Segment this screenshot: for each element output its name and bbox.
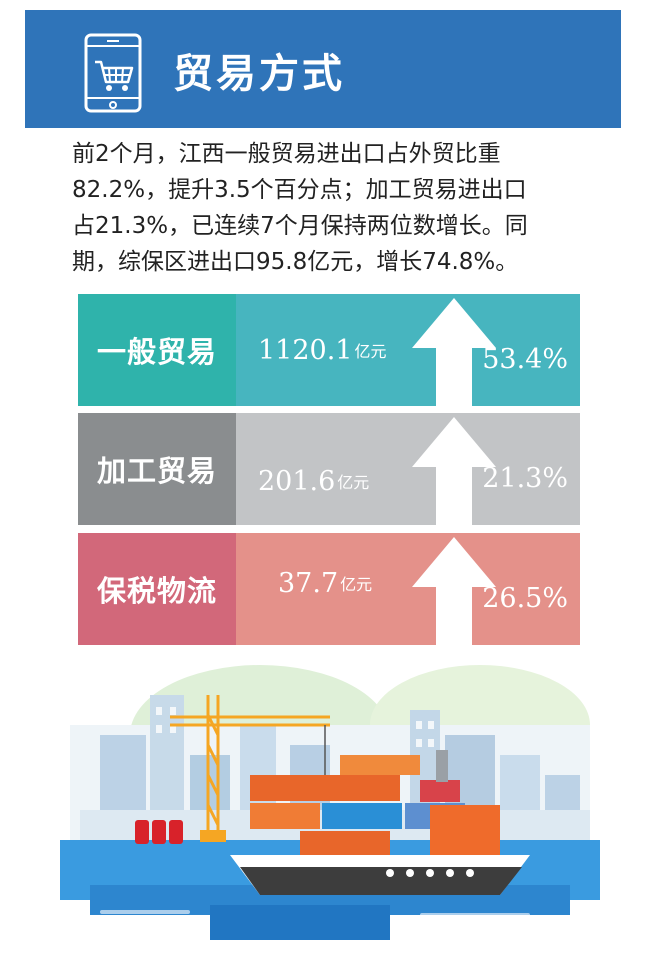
row-growth: 21.3%	[482, 463, 568, 494]
row-value-unit: 亿元	[354, 342, 387, 361]
intro-line: 前2个月，江西一般贸易进出口占外贸比重	[72, 141, 501, 167]
row-bonded-logistics: 保税物流 37.7 亿元 26.5%	[78, 533, 580, 645]
row-value-unit: 亿元	[340, 575, 373, 594]
row-value-unit: 亿元	[337, 473, 370, 492]
up-arrow-icon	[412, 298, 496, 406]
row-value-number: 37.7	[278, 567, 339, 599]
port-cargo-ship-illustration	[60, 665, 600, 940]
row-value: 37.7 亿元	[278, 527, 372, 639]
row-processing-trade: 加工贸易 201.6 亿元 21.3%	[78, 413, 580, 525]
row-value-number: 201.6	[258, 465, 336, 497]
intro-paragraph: 前2个月，江西一般贸易进出口占外贸比重 82.2%，提升3.5个百分点；加工贸易…	[72, 136, 602, 280]
row-body: 37.7 亿元 26.5%	[236, 533, 580, 645]
intro-line: 82.2%，提升3.5个百分点；加工贸易进出口	[72, 177, 527, 203]
row-body: 201.6 亿元 21.3%	[236, 413, 580, 525]
row-growth: 26.5%	[482, 583, 568, 614]
intro-line: 占21.3%，已连续7个月保持两位数增长。同	[72, 213, 528, 239]
row-general-trade: 一般贸易 1120.1 亿元 53.4%	[78, 294, 580, 406]
row-body: 1120.1 亿元 53.4%	[236, 294, 580, 406]
section-header: 贸易方式	[25, 10, 621, 128]
intro-line: 期，综保区进出口95.8亿元，增长74.8%。	[72, 249, 519, 275]
row-label: 一般贸易	[78, 294, 236, 406]
page-title: 贸易方式	[173, 51, 345, 97]
row-label: 加工贸易	[78, 413, 236, 525]
row-value: 201.6 亿元	[258, 425, 369, 537]
row-label: 保税物流	[78, 533, 236, 645]
row-value-number: 1120.1	[258, 334, 353, 366]
row-value: 1120.1 亿元	[258, 294, 387, 406]
up-arrow-icon	[412, 537, 496, 645]
up-arrow-icon	[412, 417, 496, 525]
row-growth: 53.4%	[482, 344, 568, 375]
shopping-cart-tablet-icon	[84, 33, 142, 113]
